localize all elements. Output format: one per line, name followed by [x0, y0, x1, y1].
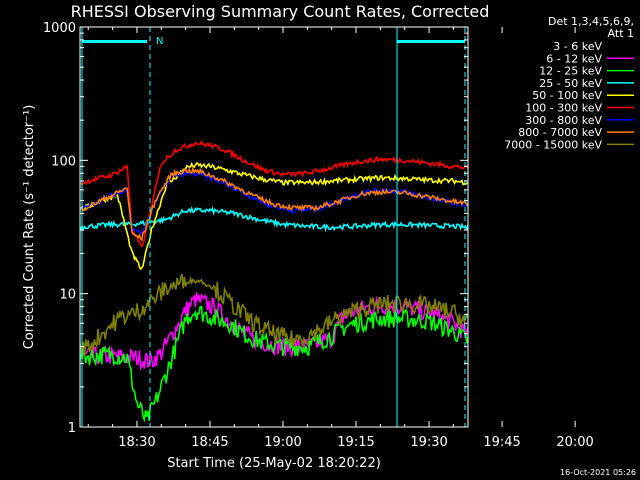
x-tick-label-4: 19:15: [337, 435, 374, 450]
legend-label-8: 800 - 7000 keV: [518, 126, 602, 139]
y-tick-label-3: 100: [51, 154, 76, 169]
overlay-layer: N: [81, 27, 466, 427]
y-tick-label-1: 1: [68, 421, 76, 436]
y-tick-label-2: 10: [59, 288, 76, 303]
y-tick-label-4: 1000: [43, 21, 76, 36]
legend-label-9: 7000 - 15000 keV: [504, 138, 602, 151]
legend-label-4: 25 - 50 keV: [539, 77, 602, 90]
orbit-bar-left: [82, 40, 147, 43]
series-line-9: [80, 273, 468, 357]
legend-header-line-2: Att 1: [608, 27, 634, 40]
series-line-3: [80, 305, 468, 423]
series-line-5: [80, 161, 468, 271]
x-tick-label-3: 19:00: [264, 435, 301, 450]
x-tick-label-2: 18:45: [191, 435, 228, 450]
timestamp: 16-Oct-2021 05:26: [560, 468, 636, 477]
series-line-8: [80, 166, 468, 242]
legend-label-2: 6 - 12 keV: [546, 52, 602, 65]
legend-header-line-1: Det 1,3,4,5,6,9,: [548, 15, 634, 28]
orbit-bar-right: [397, 40, 465, 43]
x-tick-label-5: 19:30: [410, 435, 447, 450]
legend-label-5: 50 - 100 keV: [532, 89, 602, 102]
legend-label-3: 12 - 25 keV: [539, 65, 602, 78]
legend-label-1: 3 - 6 keV: [553, 40, 602, 53]
x-axis-label: Start Time (25-May-02 18:20:22): [167, 456, 381, 471]
series-line-1: [151, 325, 459, 386]
night-marker: N: [156, 36, 163, 47]
chart-title: RHESSI Observing Summary Count Rates, Co…: [71, 2, 490, 21]
plot-frame: [79, 26, 469, 428]
x-tick-label-6: 19:45: [483, 435, 520, 450]
x-tick-label-7: 20:00: [556, 435, 593, 450]
legend-label-6: 100 - 300 keV: [525, 102, 602, 115]
legend-label-7: 300 - 800 keV: [525, 114, 602, 127]
axis-layer: 18:30 18:45 19:00 19:15 19:30 19:45 20:00 1 10 10…: [43, 21, 594, 450]
y-axis-label: Corrected Count Rate (s⁻¹ detector⁻¹): [22, 105, 37, 350]
series-layer: [80, 140, 468, 423]
x-tick-label-1: 18:30: [118, 435, 155, 450]
